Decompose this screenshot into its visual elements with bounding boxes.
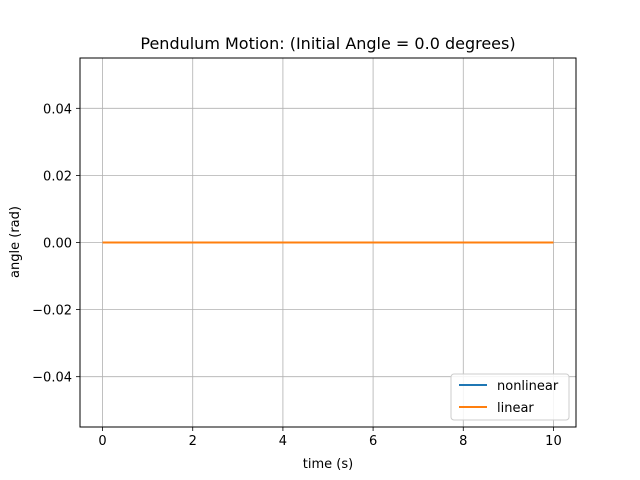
- x-axis-label: time (s): [303, 457, 353, 472]
- chart-title: Pendulum Motion: (Initial Angle = 0.0 de…: [140, 34, 515, 53]
- x-tick-label: 2: [189, 434, 197, 449]
- x-tick-label: 4: [279, 434, 287, 449]
- y-tick-label: −0.04: [32, 371, 72, 386]
- y-tick-label: 0.04: [43, 102, 72, 117]
- y-axis-label: angle (rad): [8, 206, 23, 278]
- legend: nonlinear linear: [450, 373, 570, 421]
- legend-label-nonlinear: nonlinear: [497, 379, 559, 394]
- tick-layer: 0 2 4 6 8 10 −0.04 −0.02 0.00 0.02 0.04: [32, 102, 562, 449]
- legend-label-linear: linear: [497, 401, 534, 416]
- y-tick-label: 0.02: [43, 169, 72, 184]
- x-tick-label: 6: [369, 434, 377, 449]
- y-tick-label: −0.02: [32, 304, 72, 319]
- x-tick-label: 8: [459, 434, 467, 449]
- x-tick-label: 10: [545, 434, 562, 449]
- y-tick-label: 0.00: [43, 237, 72, 252]
- x-tick-label: 0: [98, 434, 106, 449]
